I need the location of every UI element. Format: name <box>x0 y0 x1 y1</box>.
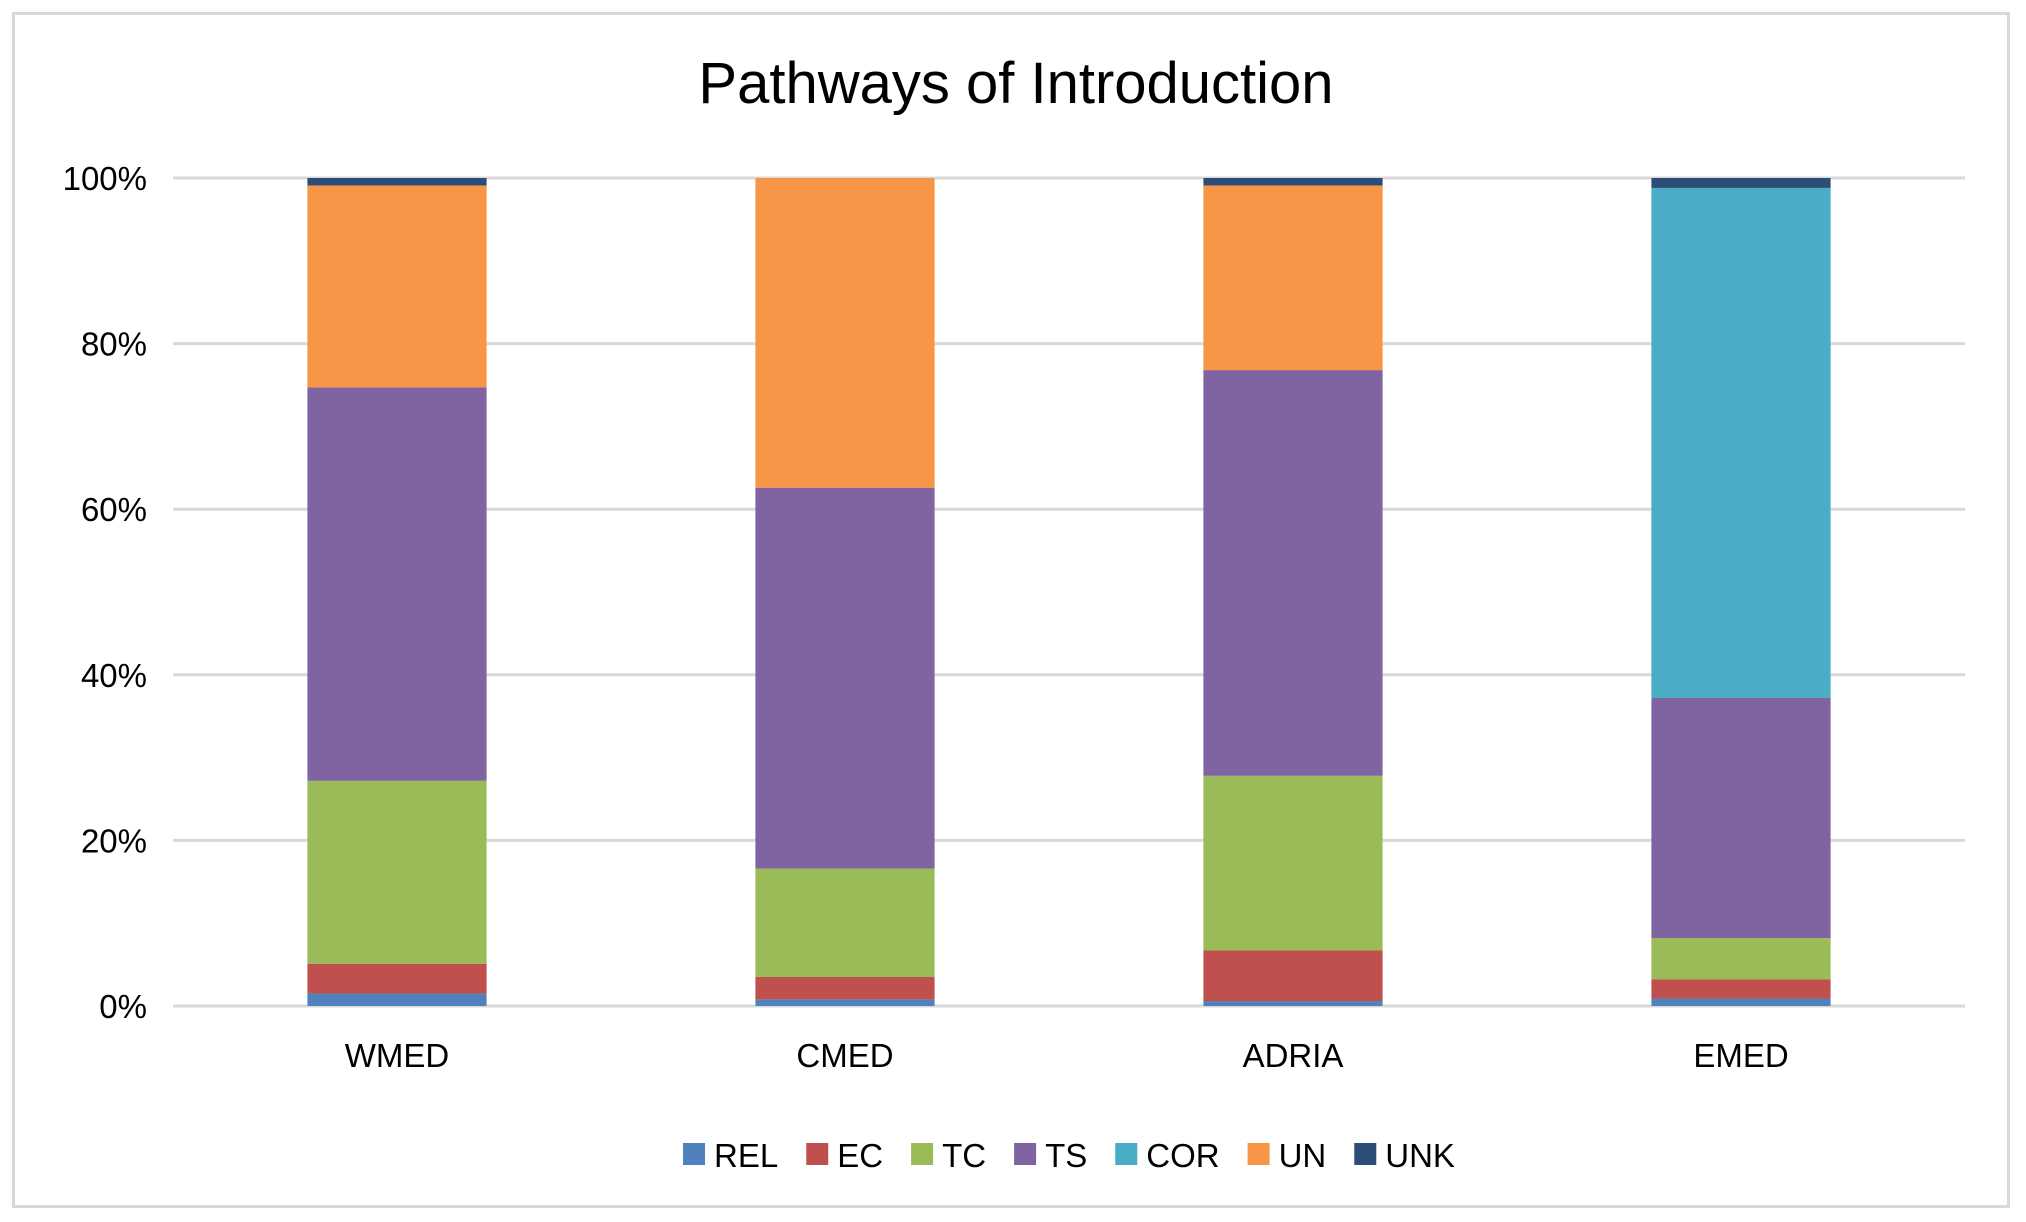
bar-cmed-ts <box>755 487 935 869</box>
bar-emed-ec <box>1651 979 1831 999</box>
y-tick-label: 20% <box>81 822 147 859</box>
bar-wmed-ts <box>307 387 487 781</box>
y-tick-label: 60% <box>81 491 147 528</box>
bar-adria-ts <box>1203 370 1383 776</box>
legend-item-ts: TS <box>1014 1137 1087 1174</box>
bar-wmed-unk <box>307 178 487 186</box>
legend-swatch <box>1115 1143 1138 1165</box>
legend-swatch <box>683 1143 706 1165</box>
bar-cmed-rel <box>755 999 935 1006</box>
bar-wmed-ec <box>307 963 487 994</box>
bar-adria-unk <box>1203 178 1383 186</box>
bar-emed-unk <box>1651 178 1831 188</box>
bar-adria-rel <box>1203 1001 1383 1006</box>
bar-cmed-un <box>755 178 935 488</box>
legend-label: EC <box>837 1137 883 1174</box>
legend-swatch <box>1247 1143 1270 1165</box>
x-category-label: CMED <box>796 1037 893 1074</box>
y-tick-label: 0% <box>99 988 147 1025</box>
bar-cmed-ec <box>755 977 935 1000</box>
bar-wmed-tc <box>307 780 487 964</box>
chart-title: Pathways of Introduction <box>698 51 1333 116</box>
legend-swatch <box>911 1143 934 1165</box>
bar-wmed-rel <box>307 993 487 1006</box>
bar-stack-adria <box>1203 178 1383 1006</box>
bar-emed-rel <box>1651 998 1831 1006</box>
legend-label: TC <box>942 1137 986 1174</box>
y-tick-label: 100% <box>63 160 147 197</box>
x-axis-categories: WMED CMED ADRIA EMED <box>345 1037 1789 1074</box>
bar-adria-tc <box>1203 775 1383 951</box>
bar-emed-ts <box>1651 697 1831 939</box>
y-tick-label: 80% <box>81 326 147 363</box>
legend-label: REL <box>714 1137 778 1174</box>
bar-emed-cor <box>1651 187 1831 698</box>
chart-frame: Pathways of Introduction 0% 20% 40% 60% 80% 1… <box>12 12 2010 1208</box>
bar-stack-cmed <box>755 178 935 1006</box>
legend-swatch <box>1014 1143 1037 1165</box>
legend-label: UN <box>1279 1137 1327 1174</box>
bar-stack-wmed <box>307 178 487 1006</box>
bar-stack-emed <box>1651 178 1831 1006</box>
legend-label: COR <box>1146 1137 1219 1174</box>
legend-item-rel: REL <box>683 1137 778 1174</box>
legend-item-cor: COR <box>1115 1137 1220 1174</box>
bar-cmed-tc <box>755 868 935 978</box>
bars <box>307 178 1831 1006</box>
legend: REL EC TC TS COR UN UNK <box>683 1137 1455 1174</box>
legend-item-ec: EC <box>806 1137 883 1174</box>
bar-adria-un <box>1203 185 1383 371</box>
legend-item-tc: TC <box>911 1137 986 1174</box>
legend-item-unk: UNK <box>1354 1137 1455 1174</box>
bar-emed-tc <box>1651 938 1831 980</box>
bar-adria-ec <box>1203 950 1383 1002</box>
legend-swatch <box>1354 1143 1377 1165</box>
legend-label: UNK <box>1385 1137 1455 1174</box>
legend-item-un: UN <box>1247 1137 1327 1174</box>
stacked-bar-chart: Pathways of Introduction 0% 20% 40% 60% 80% 1… <box>63 51 1965 1174</box>
x-category-label: EMED <box>1693 1037 1788 1074</box>
legend-swatch <box>806 1143 829 1165</box>
bar-wmed-un <box>307 185 487 388</box>
legend-label: TS <box>1045 1137 1087 1174</box>
x-category-label: WMED <box>345 1037 449 1074</box>
y-tick-label: 40% <box>81 657 147 694</box>
x-category-label: ADRIA <box>1243 1037 1344 1074</box>
y-axis-ticks: 0% 20% 40% 60% 80% 100% <box>63 160 147 1025</box>
